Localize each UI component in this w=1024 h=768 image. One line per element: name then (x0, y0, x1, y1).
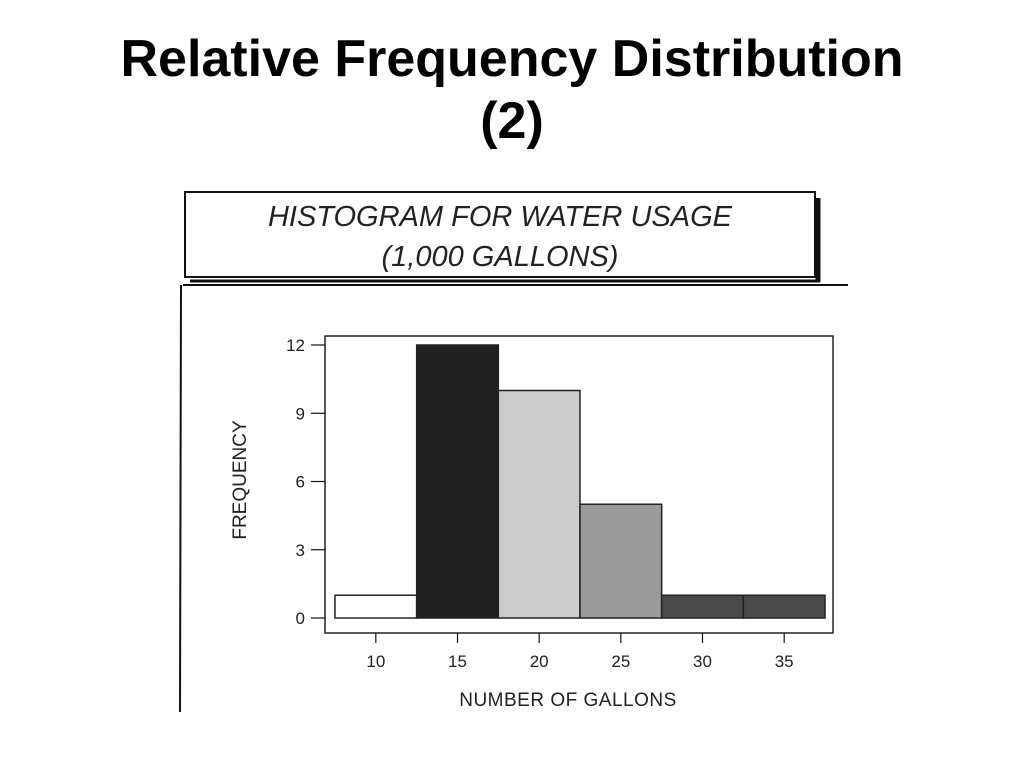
panel-left-rule (179, 284, 182, 713)
slide-title: Relative Frequency Distribution (2) (0, 28, 1024, 152)
bar-10 (334, 594, 418, 619)
bar-25 (579, 503, 663, 619)
y-tick-label-9: 9 (296, 404, 305, 423)
plot-area: 0 3 6 9 12 10 15 20 25 30 35 FREQUENCY NUMBER OF … (230, 335, 834, 711)
bar-30 (660, 594, 745, 619)
plot-frame (324, 335, 834, 634)
y-tick-label-6: 6 (296, 473, 305, 492)
bar-35 (742, 594, 826, 619)
bar-20 (497, 389, 581, 619)
x-axis-label: NUMBER OF GALLONS (459, 690, 677, 711)
x-tick-label-20: 20 (530, 652, 549, 671)
caption-box: HISTOGRAM FOR WATER USAGE (1,000 GALLONS… (184, 191, 821, 283)
y-axis-label: FREQUENCY (230, 420, 251, 540)
x-tick-label-15: 15 (448, 652, 467, 671)
y-tick-label-3: 3 (296, 541, 305, 560)
slide-title-line1: Relative Frequency Distribution (120, 30, 904, 88)
y-tick-label-12: 12 (286, 336, 305, 355)
caption-line2: (1,000 GALLONS) (382, 241, 619, 273)
caption-line1: HISTOGRAM FOR WATER USAGE (268, 201, 733, 233)
x-tick-label-10: 10 (366, 652, 385, 671)
y-tick-label-0: 0 (296, 609, 305, 628)
x-axis: 10 15 20 25 30 35 (366, 633, 794, 671)
y-axis: 0 3 6 9 12 (286, 336, 325, 628)
slide-title-line2: (2) (480, 92, 544, 150)
bars-group (334, 344, 826, 619)
x-tick-label-30: 30 (693, 652, 712, 671)
x-tick-label-25: 25 (611, 652, 630, 671)
x-tick-label-35: 35 (775, 652, 794, 671)
bar-15 (415, 344, 500, 619)
